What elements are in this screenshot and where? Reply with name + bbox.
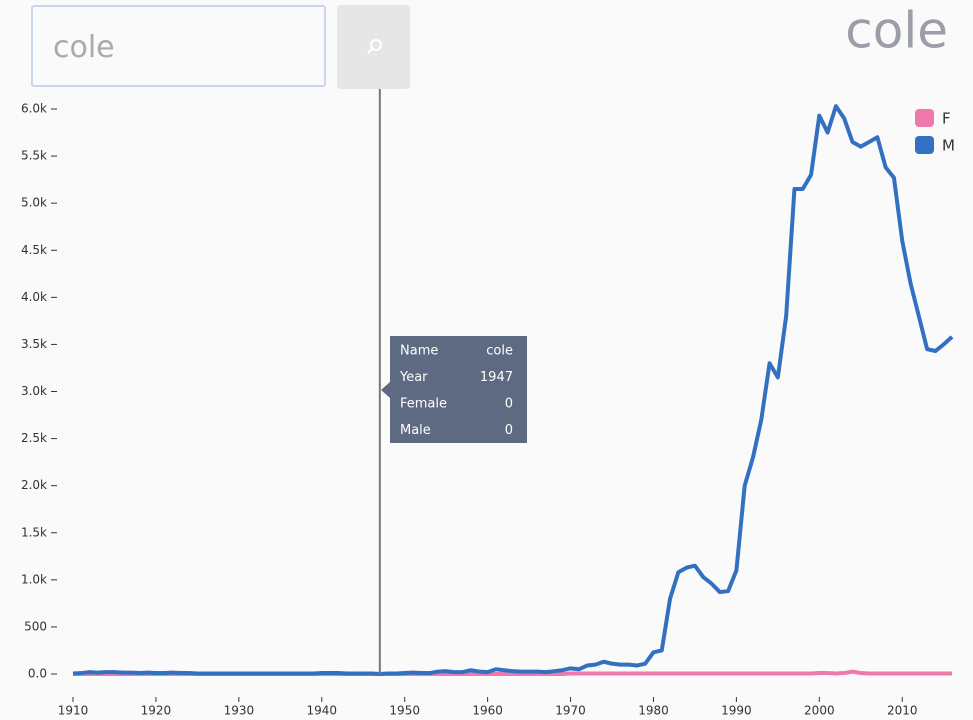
y-tick-label: 6.0k (21, 102, 47, 116)
search-button[interactable] (337, 5, 410, 89)
tooltip-label: Name (400, 344, 438, 359)
tooltip-value: 0 (505, 423, 513, 438)
y-tick-label: 500 (24, 619, 47, 633)
tooltip: Name cole Year 1947 Female 0 Male 0 (381, 336, 527, 443)
y-tick-label: 5.0k (21, 196, 47, 210)
y-tick-label: 4.0k (21, 290, 47, 304)
legend-label: M (942, 137, 955, 155)
y-tick-label: 1.5k (21, 525, 47, 539)
x-tick-label: 1910 (58, 704, 89, 718)
tooltip-label: Male (400, 423, 431, 438)
legend-swatch (915, 136, 934, 154)
tooltip-label: Female (400, 397, 447, 412)
chart-title: cole (845, 2, 948, 60)
y-tick-label: 1.0k (21, 572, 47, 586)
search-icon (367, 39, 382, 54)
y-tick-label: 5.5k (21, 149, 47, 163)
x-tick-label: 1960 (472, 704, 503, 718)
x-tick-label: 1990 (721, 704, 752, 718)
tooltip-label: Year (399, 370, 428, 385)
tooltip-box (381, 336, 527, 443)
tooltip-value: 1947 (480, 370, 513, 385)
x-tick-label: 2000 (804, 704, 835, 718)
search-input[interactable]: cole (31, 5, 326, 87)
legend-swatch (915, 109, 934, 127)
x-tick-label: 1980 (638, 704, 669, 718)
y-tick-label: 4.5k (21, 243, 47, 257)
x-tick-label: 1920 (141, 704, 172, 718)
tooltip-value: 0 (505, 397, 513, 412)
x-tick-label: 1950 (389, 704, 420, 718)
y-tick-label: 2.5k (21, 431, 47, 445)
x-tick-label: 2010 (887, 704, 918, 718)
tooltip-value: cole (486, 344, 513, 359)
x-tick-label: 1940 (307, 704, 338, 718)
y-tick-label: 0.0 (28, 667, 47, 681)
y-tick-label: 3.5k (21, 337, 47, 351)
series-line (72, 104, 954, 676)
x-tick-label: 1970 (555, 704, 586, 718)
y-tick-label: 2.0k (21, 478, 47, 492)
x-tick-label: 1930 (224, 704, 255, 718)
legend-label: F (942, 110, 951, 128)
y-tick-label: 3.0k (21, 384, 47, 398)
